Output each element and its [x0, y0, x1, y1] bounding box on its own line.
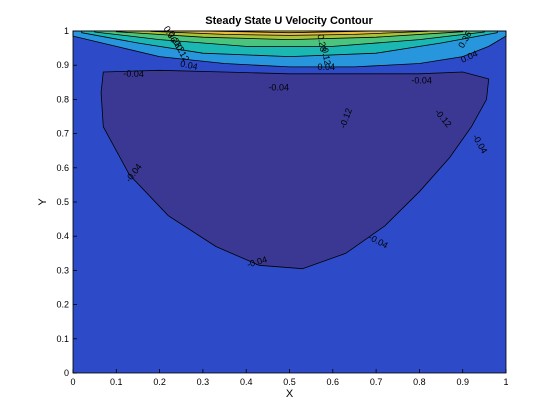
- y-tick-label: 0.8: [56, 94, 69, 104]
- y-tick-label: 0.2: [56, 300, 69, 310]
- chart-title: Steady State U Velocity Contour: [205, 15, 373, 27]
- x-tick-label: 0.2: [153, 377, 166, 387]
- y-tick-label: 0.5: [56, 197, 69, 207]
- x-tick-label: 0.5: [283, 377, 296, 387]
- y-tick-label: 0: [64, 368, 69, 378]
- x-tick-label: 0.7: [370, 377, 383, 387]
- plot-area: -0.04-0.04-0.04-0.04-0.04-0.04-0.04-0.12…: [72, 24, 507, 374]
- contour-label: -0.04: [123, 68, 144, 79]
- contour-label: 0.28: [316, 33, 329, 52]
- contour-label: 0.04: [179, 58, 198, 71]
- x-tick-label: 0.1: [110, 377, 123, 387]
- y-tick-label: 1: [64, 26, 69, 36]
- y-tick-label: 0.1: [56, 334, 69, 344]
- y-tick-label: 0.4: [56, 231, 69, 241]
- y-tick-label: 0.7: [56, 129, 69, 139]
- x-tick-label: 1: [503, 377, 508, 387]
- contour-label: 0.04: [318, 62, 336, 72]
- x-tick-label: 0.3: [197, 377, 210, 387]
- x-tick-label: 0.6: [327, 377, 340, 387]
- y-tick-label: 0.9: [56, 60, 69, 70]
- x-tick-label: 0: [70, 377, 75, 387]
- y-tick-label: 0.3: [56, 265, 69, 275]
- x-tick-label: 0.8: [413, 377, 426, 387]
- x-axis-ticks: 0 0.1 0.2 0.3 0.4 0.5 0.6 0.7 0.8 0.9 1: [70, 369, 509, 387]
- contour-labels: -0.04-0.04-0.04-0.04-0.04-0.04-0.04-0.12…: [123, 24, 489, 269]
- contour-label: 0.12: [320, 47, 333, 66]
- y-tick-label: 0.6: [56, 163, 69, 173]
- contour-fills: [72, 30, 507, 270]
- x-axis-label: X: [286, 388, 294, 400]
- x-tick-label: 0.4: [240, 377, 253, 387]
- y-axis-label: Y: [37, 198, 49, 206]
- contour-level-1: [100, 69, 490, 270]
- y-axis-ticks: 0 0.1 0.2 0.3 0.4 0.5 0.6 0.7 0.8 0.9 1: [56, 26, 77, 378]
- x-tick-label: 0.9: [456, 377, 469, 387]
- contour-label: -0.04: [268, 82, 289, 92]
- contour-label: -0.04: [411, 76, 432, 86]
